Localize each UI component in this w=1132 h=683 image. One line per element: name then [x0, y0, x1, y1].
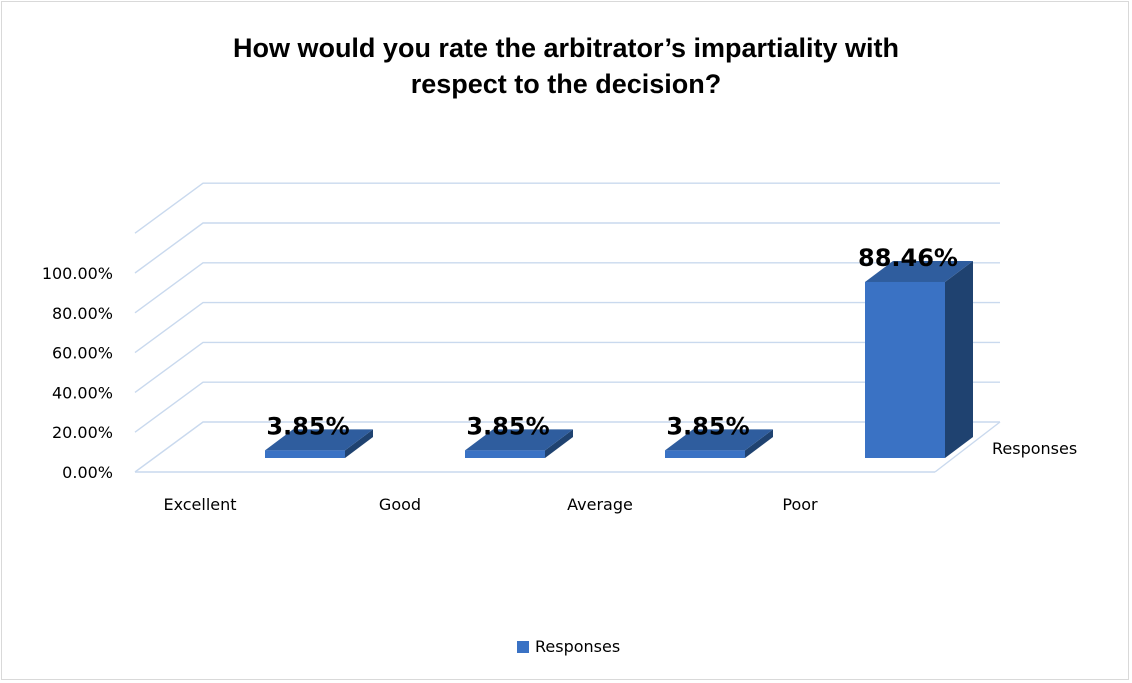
gridline-4 [134, 262, 1000, 314]
gridline-2 [134, 341, 1000, 393]
chart-title: How would you rate the arbitrator’s impa… [0, 30, 1132, 102]
gridline-0 [134, 421, 1000, 473]
data-label-0: 3.85% [266, 412, 349, 440]
bar-top-1 [465, 429, 573, 451]
bar-side-1 [545, 429, 573, 458]
floor-right-edge [934, 421, 1001, 473]
legend-swatch-responses [517, 640, 529, 653]
bar-1 [465, 450, 545, 458]
bar-top-3 [865, 260, 973, 282]
y-tick-label-1: 20.00% [52, 423, 113, 442]
gridline-3 [134, 301, 1000, 354]
data-label-1: 3.85% [466, 412, 549, 440]
category-label-3: Poor [782, 495, 818, 514]
gridline-top [134, 182, 1000, 234]
bar-side-3 [945, 260, 973, 458]
data-label-3: 88.46% [858, 244, 958, 272]
category-label-1: Good [379, 495, 421, 514]
bar-side-2 [745, 429, 773, 458]
bar-0 [265, 450, 345, 458]
series-axis-label: Responses [992, 439, 1077, 458]
bar-top-2 [665, 429, 773, 451]
legend: Responses [517, 637, 620, 656]
bar-top-0 [265, 429, 373, 451]
bar-2 [665, 450, 745, 458]
y-tick-label-2: 40.00% [52, 383, 113, 402]
gridline-5 [134, 222, 1000, 274]
bar-side-0 [345, 429, 373, 458]
chart-title-line-2: respect to the decision? [410, 69, 722, 99]
category-label-0: Excellent [163, 495, 236, 514]
chart-title-line-1: How would you rate the arbitrator’s impa… [232, 33, 900, 63]
y-tick-label-4: 80.00% [52, 304, 113, 323]
bar-3 [865, 281, 945, 458]
data-label-2: 3.85% [666, 412, 749, 440]
gridline-1 [134, 381, 1000, 433]
legend-label-responses: Responses [535, 637, 621, 656]
y-tick-label-0: 0.00% [62, 463, 113, 482]
y-tick-label-3: 60.00% [52, 344, 113, 363]
y-tick-label-5: 100.00% [42, 264, 113, 283]
category-label-2: Average [567, 495, 633, 514]
